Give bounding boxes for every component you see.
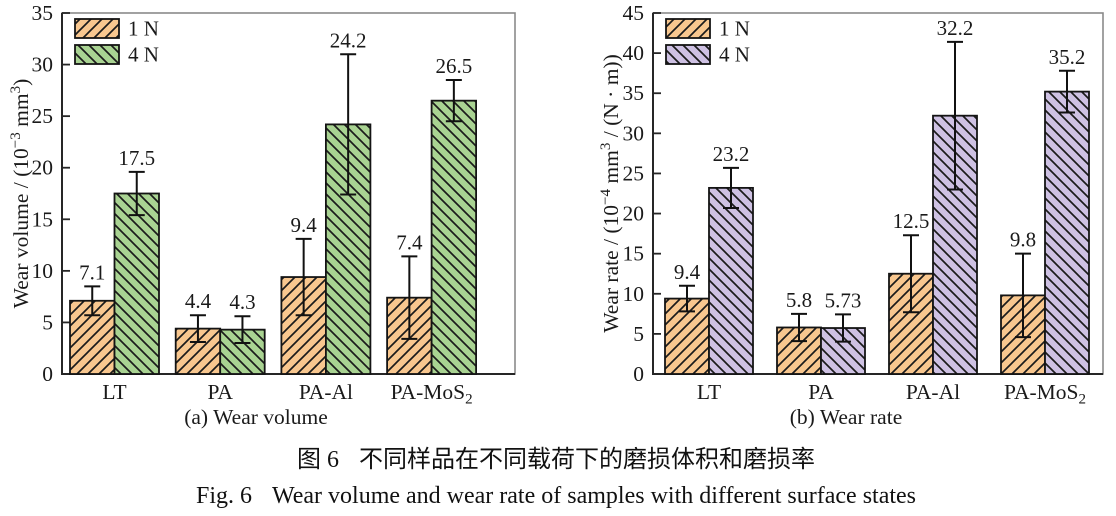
error-bar [445,79,462,123]
bar-hatch [113,192,160,375]
y-tick-label: 30 [32,53,54,77]
x-category-label: PA-Al [906,380,960,404]
y-tick-label: 0 [633,362,644,386]
error-bar [835,313,851,343]
figure-caption-zh: 图 6 不同样品在不同载荷下的磨损体积和磨损率 [297,448,815,472]
error-bar [234,315,251,345]
error-bar [189,314,206,344]
error-bar [947,40,963,191]
error-bar [903,234,919,314]
bar-hatch [430,99,478,375]
legend-swatch-hatch [665,44,711,65]
value-label: 12.5 [893,209,930,233]
x-category-label: PA-MoS2 [391,380,473,408]
value-label: 9.8 [1010,228,1036,252]
value-label: 5.73 [825,288,862,312]
legend-label: 4 N [719,43,750,67]
value-label: 9.4 [291,213,318,237]
error-bar [84,285,101,317]
panel-caption: (b) Wear rate [790,405,902,429]
x-category-label: LT [102,380,126,404]
bar-hatch [1044,90,1090,375]
y-tick-label: 40 [623,41,645,65]
svg-text:Wear volume / (10−3 mm3): Wear volume / (10−3 mm3) [8,79,33,309]
value-label: 35.2 [1049,45,1086,69]
error-bar [723,166,739,209]
y-tick-label: 20 [32,156,54,180]
y-axis-title: Wear volume / (10−3 mm3) [8,79,33,309]
value-label: 17.5 [118,146,155,170]
x-category-label: PA-Al [299,380,353,404]
y-tick-label: 20 [623,202,645,226]
legend-swatch-hatch [74,18,120,39]
x-category-label: PA [207,380,233,404]
figure-number-zh: 图 6 [297,447,339,473]
y-tick-label: 25 [32,104,54,128]
legend-swatch-hatch [74,44,120,65]
legend-swatch-hatch [665,18,711,39]
value-label: 32.2 [937,16,974,40]
y-tick-label: 0 [42,362,53,386]
legend-label: 1 N [128,17,159,41]
error-bar [401,255,418,340]
value-label: 23.2 [713,142,750,166]
value-label: 5.8 [786,288,812,312]
value-label: 7.4 [396,230,423,254]
y-tick-label: 25 [623,161,645,185]
error-bar [128,170,145,217]
value-label: 7.1 [79,260,105,284]
y-tick-label: 15 [623,242,645,266]
value-label: 4.4 [185,289,212,313]
x-category-label: PA-MoS2 [1004,380,1086,408]
y-tick-label: 5 [633,322,644,346]
legend-label: 4 N [128,43,159,67]
value-label: 26.5 [435,54,472,78]
svg-text:Wear rate / (10−4 mm3 / (N · m: Wear rate / (10−4 mm3 / (N · m)) [598,54,623,333]
value-label: 24.2 [330,28,367,52]
error-bar [1015,252,1031,339]
chart-panel-b: 0 5 10 15 20 25 30 35 40 45 9.4 5.8 12.5 9.8 23.2 5.73 3… [598,1,1104,429]
value-label: 9.4 [674,260,701,284]
x-category-label: PA [808,380,834,404]
error-bar [1059,69,1075,114]
figure-title-en: Wear volume and wear rate of samples wit… [271,483,917,509]
y-tick-label: 15 [32,207,54,231]
value-label: 4.3 [229,290,255,314]
chart-panel-a: 0 5 10 15 20 25 30 35 7.1 4.4 9.4 7.4 17.5 4.3 24.2 26.… [8,1,516,429]
y-tick-label: 30 [623,121,645,145]
figure-title-zh: 不同样品在不同载荷下的磨损体积和磨损率 [359,447,815,473]
bar-charts-svg: 0 5 10 15 20 25 30 35 7.1 4.4 9.4 7.4 17.5 4.3 24.2 26.… [8,1,1104,429]
bar-hatch [708,186,754,375]
y-tick-label: 35 [623,81,645,105]
figure-caption-en: Fig. 6 Wear volume and wear rate of sampl… [196,484,916,508]
error-bar [340,53,357,196]
error-bar [295,237,312,317]
y-tick-label: 10 [623,282,645,306]
y-axis-title: Wear rate / (10−4 mm3 / (N · m)) [598,54,623,333]
panel-caption: (a) Wear volume [184,405,328,429]
y-tick-label: 10 [32,259,54,283]
x-category-label: LT [697,380,721,404]
legend-label: 1 N [719,17,750,41]
error-bar [679,284,695,313]
figure-number-en: Fig. 6 [195,483,252,509]
y-tick-label: 35 [32,1,54,25]
y-tick-label: 5 [42,310,53,334]
y-tick-label: 45 [623,1,645,25]
error-bar [791,312,807,343]
